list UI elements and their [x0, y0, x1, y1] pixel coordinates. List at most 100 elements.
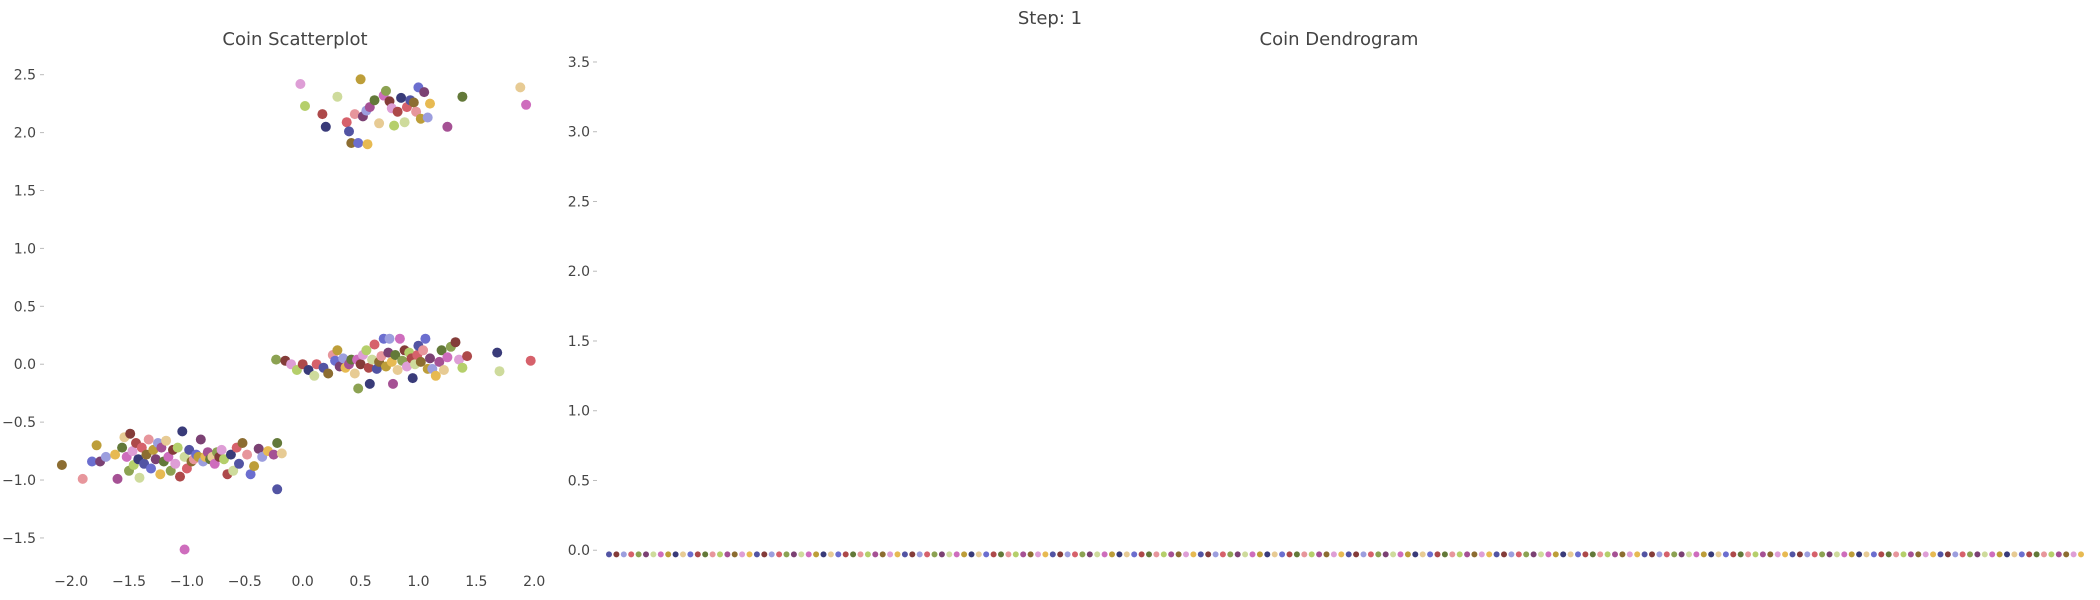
- dendrogram-leaf: [1656, 551, 1663, 558]
- scatter-point: [389, 120, 400, 131]
- dendrogram-leaf: [1671, 551, 1678, 558]
- scatter-point: [494, 366, 505, 377]
- dendrogram-leaf: [665, 551, 672, 558]
- dendrogram-leaf: [1996, 551, 2003, 558]
- scatter-y-tick-label: 2.5: [14, 68, 36, 84]
- dendrogram-leaf: [1049, 551, 1056, 558]
- scatter-point: [216, 444, 227, 455]
- dendrogram-leaf: [790, 551, 797, 558]
- scatter-y-tick-label: 0.0: [14, 357, 36, 373]
- dendrogram-leaf: [1700, 551, 1707, 558]
- scatter-point: [363, 362, 374, 373]
- scatter-point: [295, 79, 306, 89]
- scatter-x-tick-label: 1.5: [465, 574, 487, 590]
- scatter-point: [195, 434, 206, 445]
- dendrogram-leaf: [924, 551, 931, 558]
- dendrogram-leaf: [1944, 551, 1951, 558]
- dendrogram-y-tick-label: 0.5: [568, 473, 590, 489]
- dendrogram-leaf: [746, 551, 753, 558]
- scatter-point: [401, 361, 412, 372]
- dendrogram-leaf: [1338, 551, 1345, 558]
- dendrogram-leaf: [1219, 551, 1226, 558]
- dendrogram-leaf: [953, 551, 960, 558]
- scatter-point: [225, 449, 236, 460]
- dendrogram-leaf: [872, 551, 879, 558]
- dendrogram-leaf: [1575, 551, 1581, 558]
- dendrogram-leaf: [1545, 551, 1552, 558]
- dendrogram-leaf: [1885, 551, 1892, 558]
- scatter-point: [407, 373, 418, 384]
- scatter-point: [515, 82, 526, 93]
- dendrogram-leaf: [1427, 551, 1434, 558]
- dendrogram-leaf: [1878, 551, 1885, 558]
- dendrogram-leaf: [1197, 551, 1204, 558]
- dendrogram-leaf: [2055, 551, 2062, 558]
- scatter-point: [362, 139, 373, 150]
- dendrogram-leaf: [894, 551, 901, 558]
- scatter-y-tick-label: 1.0: [14, 241, 36, 257]
- dendrogram-leaves: [606, 551, 2084, 558]
- dendrogram-leaf: [2063, 551, 2070, 558]
- scatter-point: [253, 443, 264, 454]
- dendrogram-leaf: [1175, 551, 1182, 558]
- dendrogram-leaf: [1848, 551, 1855, 558]
- dendrogram-leaf: [1308, 551, 1315, 558]
- dendrogram-leaf: [783, 551, 790, 558]
- dendrogram-leaf: [916, 551, 923, 558]
- scatter-point: [422, 112, 433, 123]
- dendrogram-leaf: [1789, 551, 1796, 558]
- scatter-point: [492, 347, 503, 358]
- dendrogram-leaf: [835, 551, 842, 558]
- scatter-point: [272, 438, 283, 448]
- dendrogram-leaf: [768, 551, 775, 558]
- dendrogram-leaf: [2048, 551, 2055, 558]
- scatter-point: [143, 434, 154, 445]
- dendrogram-leaf: [1693, 551, 1700, 558]
- scatter-point: [396, 92, 407, 103]
- scatter-point: [172, 442, 183, 453]
- dendrogram-leaf: [657, 551, 664, 558]
- dendrogram-leaf: [990, 551, 997, 558]
- scatter-point: [177, 426, 188, 437]
- dendrogram-leaf: [864, 551, 871, 558]
- scatter-point: [399, 117, 410, 128]
- dendrogram-leaf: [1412, 551, 1419, 558]
- dendrogram-leaf: [606, 551, 612, 558]
- dendrogram-leaf: [620, 551, 627, 558]
- dendrogram-leaf: [1153, 551, 1160, 558]
- scatter-point: [332, 91, 343, 102]
- dendrogram-leaf: [1131, 551, 1138, 558]
- scatter-point: [436, 345, 447, 356]
- scatter-point: [179, 544, 190, 555]
- dendrogram-y-tick-label: 2.0: [568, 264, 590, 280]
- dendrogram-leaf: [1183, 551, 1189, 558]
- dendrogram-leaf: [680, 551, 686, 558]
- scatter-x-axis: −2.0 −1.5 −1.0 −0.5 0.0 0.5 1.0 1.5 2.0: [54, 574, 545, 590]
- scatter-point: [442, 352, 453, 363]
- scatter-point: [442, 121, 453, 132]
- dendrogram-leaf: [1160, 551, 1167, 558]
- dendrogram-leaf: [1397, 551, 1404, 558]
- dendrogram-leaf: [1782, 551, 1789, 558]
- scatter-y-tick-label: −1.0: [2, 473, 36, 489]
- dendrogram-y-tick-label: 3.5: [568, 55, 590, 71]
- dendrogram-leaf: [1012, 551, 1019, 558]
- scatter-point: [276, 448, 287, 459]
- scatter-point: [237, 438, 248, 448]
- scatter-point: [127, 446, 138, 457]
- scatter-point: [300, 101, 310, 111]
- scatter-point: [320, 121, 331, 132]
- dendrogram-leaf: [776, 551, 783, 558]
- dendrogram-leaf: [1101, 551, 1108, 558]
- dendrogram-leaf: [813, 551, 820, 558]
- scatter-point: [462, 351, 473, 362]
- scatter-y-tick-label: 0.5: [14, 299, 36, 315]
- dendrogram-leaf: [1449, 551, 1456, 558]
- dendrogram-leaf: [1819, 551, 1826, 558]
- dendrogram-leaf: [1227, 551, 1234, 558]
- dendrogram-leaf: [1811, 551, 1818, 558]
- dendrogram-leaf: [731, 551, 738, 558]
- dendrogram-y-tick-label: 2.5: [568, 194, 590, 210]
- dendrogram-leaf: [1981, 551, 1988, 558]
- dendrogram-leaf: [1589, 551, 1596, 558]
